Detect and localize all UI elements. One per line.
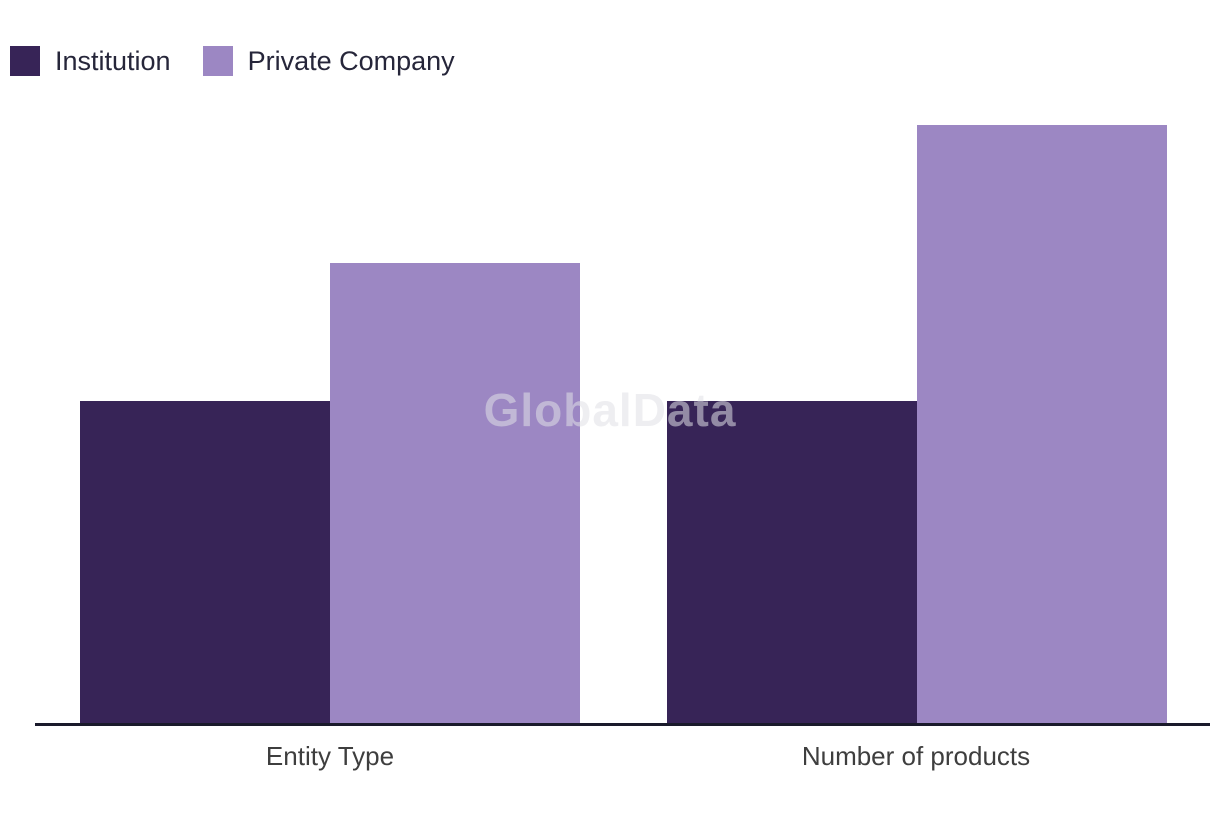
legend-item-private-company[interactable]: Private Company bbox=[202, 46, 455, 76]
legend-swatch-institution bbox=[10, 46, 40, 76]
legend-label-institution: Institution bbox=[55, 46, 171, 76]
x-axis-line bbox=[35, 723, 1210, 726]
bar-institution-entity-type[interactable] bbox=[80, 401, 330, 723]
legend: Institution Private Company bbox=[10, 46, 455, 76]
legend-swatch-private-company bbox=[202, 46, 233, 76]
category-label-entity-type: Entity Type bbox=[265, 741, 395, 771]
category-label-number-of-products: Number of products bbox=[801, 741, 1031, 771]
legend-item-institution[interactable]: Institution bbox=[10, 46, 171, 76]
bar-institution-number-of-products[interactable] bbox=[667, 401, 917, 723]
bar-private-company-entity-type[interactable] bbox=[330, 263, 580, 723]
bar-private-company-number-of-products[interactable] bbox=[917, 125, 1167, 723]
legend-label-private-company: Private Company bbox=[247, 46, 455, 76]
